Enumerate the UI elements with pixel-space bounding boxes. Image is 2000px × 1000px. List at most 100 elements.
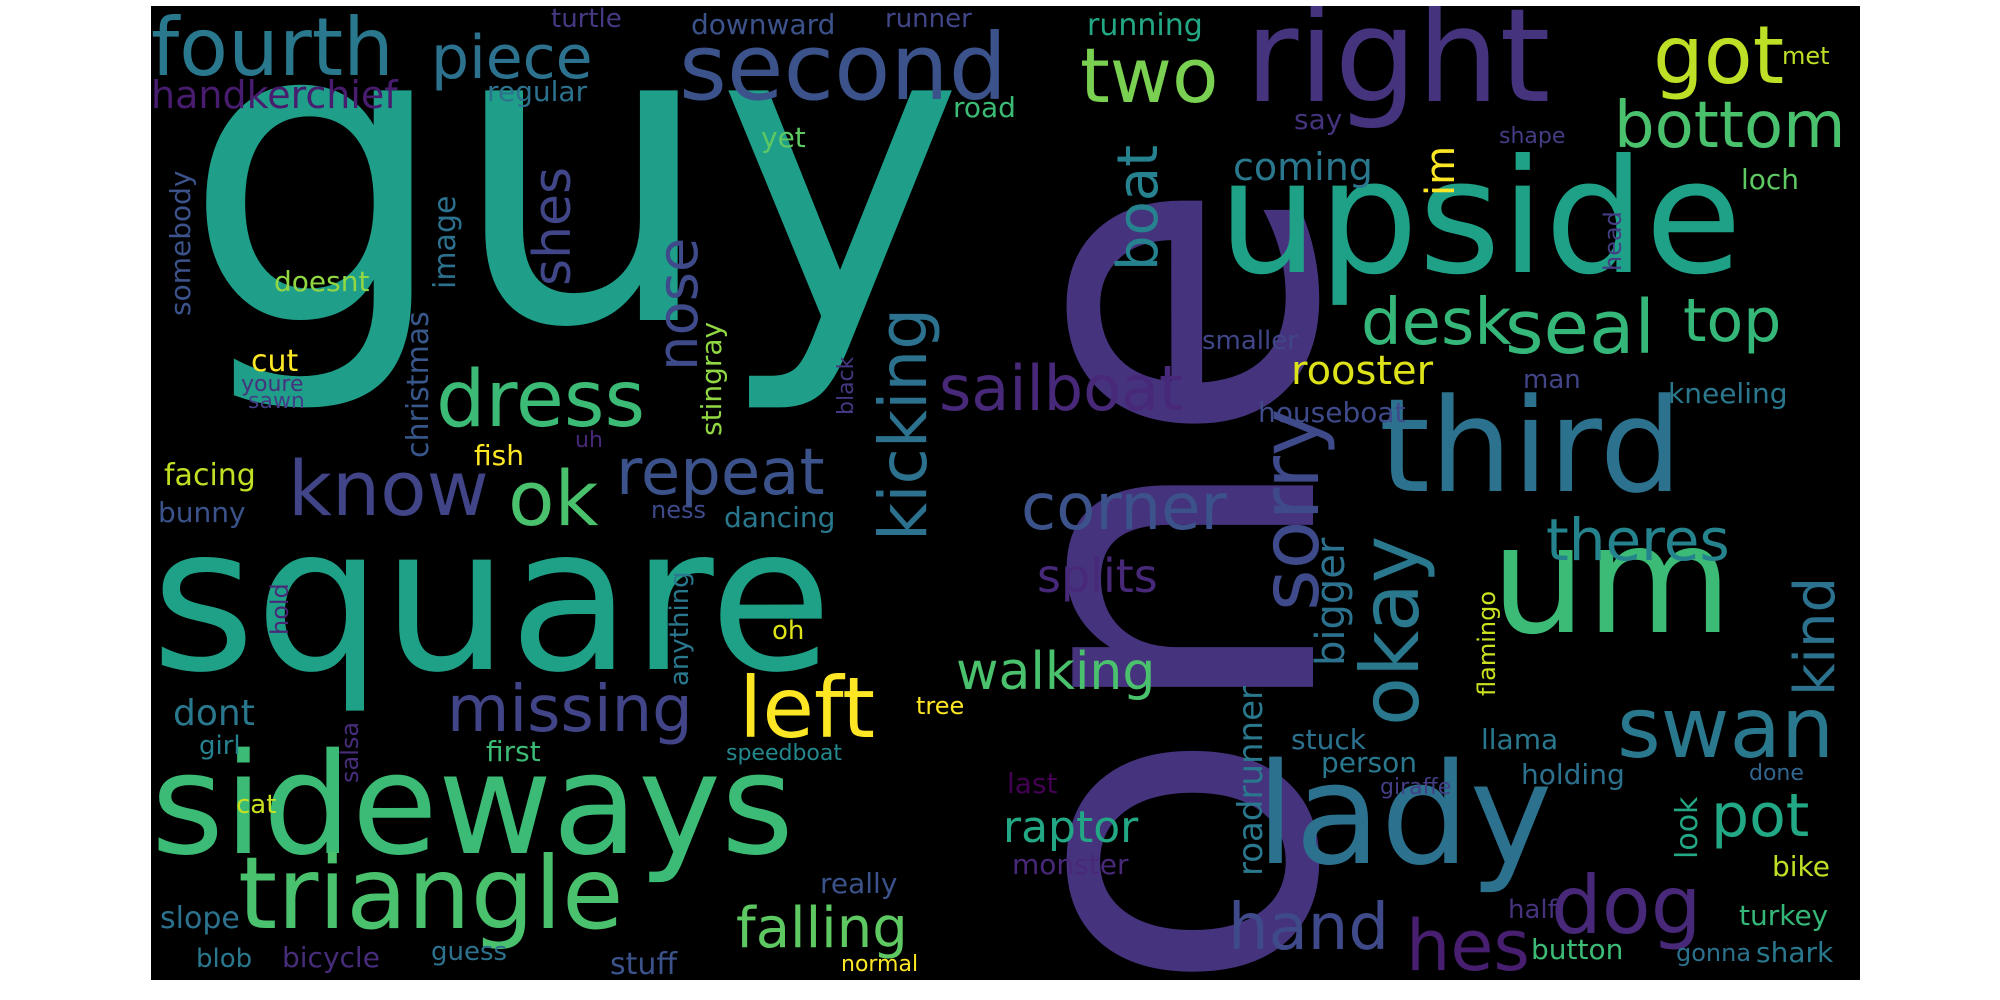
word-coming: coming <box>1233 145 1373 189</box>
word-last: last <box>1007 767 1058 800</box>
word-met: met <box>1782 42 1830 70</box>
word-sailboat: sailboat <box>939 352 1184 425</box>
word-really: really <box>820 867 898 900</box>
word-tree: tree <box>916 692 965 720</box>
word-know: know <box>288 444 489 533</box>
word-flamingo: flamingo <box>1473 591 1501 696</box>
word-hold: hold <box>266 583 294 635</box>
word-regular: regular <box>487 75 588 108</box>
word-fourth: fourth <box>151 6 394 94</box>
word-stingray: stingray <box>695 321 728 436</box>
word-piece: piece <box>431 23 593 93</box>
word-runner: runner <box>885 6 972 34</box>
word-dress: dress <box>436 355 646 445</box>
word-hand: hand <box>1228 891 1389 965</box>
word-right: right <box>1245 6 1551 132</box>
word-repeat: repeat <box>616 436 825 510</box>
word-triangle: triangle <box>238 835 624 952</box>
word-cut: cut <box>251 344 299 379</box>
word-theres: theres <box>1546 506 1730 574</box>
word-man: man <box>1523 365 1581 395</box>
word-llama: llama <box>1481 723 1559 756</box>
word-black: black <box>834 356 859 415</box>
word-holding: holding <box>1521 758 1625 791</box>
word-dog: dog <box>1551 859 1702 952</box>
word-uh: uh <box>575 428 603 453</box>
word-fish: fish <box>474 439 524 472</box>
word-dancing: dancing <box>724 501 836 534</box>
word-done: done <box>1749 761 1804 786</box>
word-stuff: stuff <box>610 947 678 980</box>
word-bigger: bigger <box>1308 537 1354 666</box>
word-downward: downward <box>691 8 836 41</box>
word-facing: facing <box>164 458 256 493</box>
word-speedboat: speedboat <box>726 741 842 766</box>
word-person: person <box>1321 746 1417 779</box>
word-handkerchief: handkerchief <box>151 73 398 117</box>
word-shes: shes <box>523 166 583 286</box>
word-houseboat: houseboat <box>1258 396 1406 429</box>
word-splits: splits <box>1037 549 1158 603</box>
word-upside: upside <box>1218 126 1743 310</box>
word-raptor: raptor <box>1003 802 1139 853</box>
word-guy: guy <box>183 6 965 420</box>
word-turkey: turkey <box>1739 899 1829 932</box>
word-ness: ness <box>651 496 706 524</box>
word-button: button <box>1531 933 1624 966</box>
word-swan: swan <box>1617 679 1835 777</box>
word-okay: okay <box>1344 535 1437 726</box>
word-seal: seal <box>1505 285 1655 371</box>
word-missing: missing <box>447 673 693 747</box>
word-youre: youre <box>241 372 304 397</box>
word-shape: shape <box>1499 124 1566 149</box>
word-normal: normal <box>841 952 919 977</box>
word-bicycle: bicycle <box>282 941 380 974</box>
word-running: running <box>1087 8 1203 43</box>
word-anything: anything <box>665 571 695 686</box>
word-second: second <box>679 14 1008 121</box>
word-road: road <box>953 91 1016 124</box>
word-walking: walking <box>956 642 1156 702</box>
word-um: um <box>1491 494 1733 668</box>
word-half: half <box>1508 895 1557 925</box>
word-bunny: bunny <box>158 496 246 529</box>
word-say: say <box>1294 103 1343 136</box>
word-image: image <box>428 195 463 289</box>
word-somebody: somebody <box>164 170 197 316</box>
word-doesnt: doesnt <box>274 265 370 298</box>
word-falling: falling <box>736 896 908 961</box>
word-ok: ok <box>508 454 599 543</box>
word-desk: desk <box>1361 286 1512 360</box>
word-left: left <box>739 659 876 757</box>
word-giraffe: giraffe <box>1380 775 1452 800</box>
word-kneeling: kneeling <box>1668 377 1788 410</box>
word-blob: blob <box>196 944 253 974</box>
word-dont: dont <box>173 693 255 734</box>
word-gonna: gonna <box>1676 939 1752 967</box>
word-hes: hes <box>1406 905 1530 980</box>
word-look: look <box>1670 796 1705 859</box>
word-lady: lady <box>1256 734 1553 897</box>
word-christmas: christmas <box>401 311 436 458</box>
word-salsa: salsa <box>336 721 364 783</box>
word-stuck: stuck <box>1291 723 1366 756</box>
word-first: first <box>486 735 541 768</box>
word-girl: girl <box>199 731 241 761</box>
word-im: im <box>1418 145 1464 196</box>
word-kind: kind <box>1783 576 1848 696</box>
word-sawn: sawn <box>248 389 305 414</box>
word-third: third <box>1379 370 1683 522</box>
word-yet: yet <box>761 121 806 154</box>
word-got: got <box>1653 9 1785 102</box>
word-cat: cat <box>236 790 277 820</box>
word-loch: loch <box>1741 163 1800 196</box>
word-cloud: guy one square sideways upside right thi… <box>151 6 1860 980</box>
word-slope: slope <box>160 901 240 936</box>
word-shark: shark <box>1756 936 1834 969</box>
word-turtle: turtle <box>551 6 622 34</box>
word-monster: monster <box>1012 848 1129 881</box>
word-guess: guess <box>431 937 508 967</box>
word-corner: corner <box>1021 471 1227 545</box>
word-top: top <box>1683 286 1782 356</box>
word-head: head <box>1599 211 1627 271</box>
